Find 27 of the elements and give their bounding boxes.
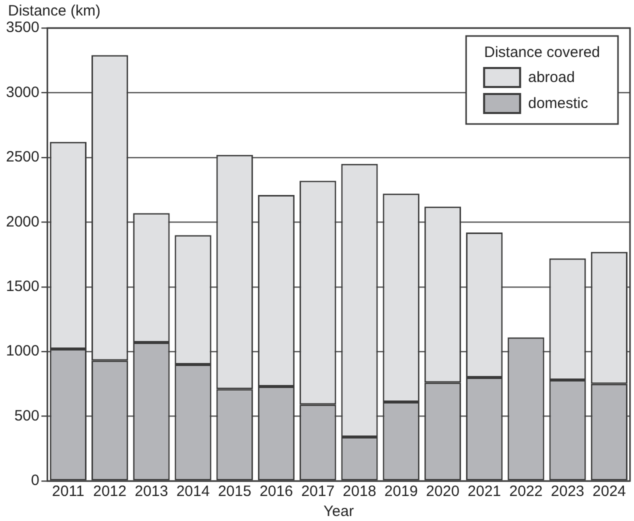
y-axis-title: Distance (km)	[8, 2, 101, 20]
x-tick-label: 2024	[592, 483, 626, 500]
x-tick-label: 2018	[342, 483, 376, 500]
y-tick-label: 0	[31, 472, 40, 490]
x-tick-label: 2013	[134, 483, 168, 500]
legend-title: Distance covered	[484, 44, 600, 62]
x-tick-label: 2017	[301, 483, 335, 500]
x-tick-label: 2023	[550, 483, 584, 500]
y-tick-label: 2500	[6, 148, 40, 166]
x-tick-label: 2012	[93, 483, 126, 500]
x-tick-label: 2019	[384, 483, 418, 500]
x-tick-label: 2022	[509, 483, 543, 500]
y-tick-label: 1000	[6, 342, 40, 360]
x-axis-title: Year	[324, 503, 354, 520]
x-tick-label: 2015	[218, 483, 252, 500]
y-tick-label: 3500	[6, 19, 40, 36]
y-tick-label: 1500	[6, 278, 40, 295]
legend-label: domestic	[528, 95, 589, 112]
y-tick-label: 3000	[6, 84, 40, 101]
x-tick-label: 2021	[468, 483, 502, 500]
y-tick-label: 500	[14, 407, 40, 424]
y-tick-label: 2000	[6, 213, 40, 230]
x-tick-label: 2011	[52, 483, 84, 500]
x-tick-label: 2014	[176, 483, 210, 500]
x-tick-label: 2020	[426, 483, 460, 500]
legend-label: abroad	[528, 69, 575, 86]
x-tick-label: 2016	[260, 483, 293, 500]
